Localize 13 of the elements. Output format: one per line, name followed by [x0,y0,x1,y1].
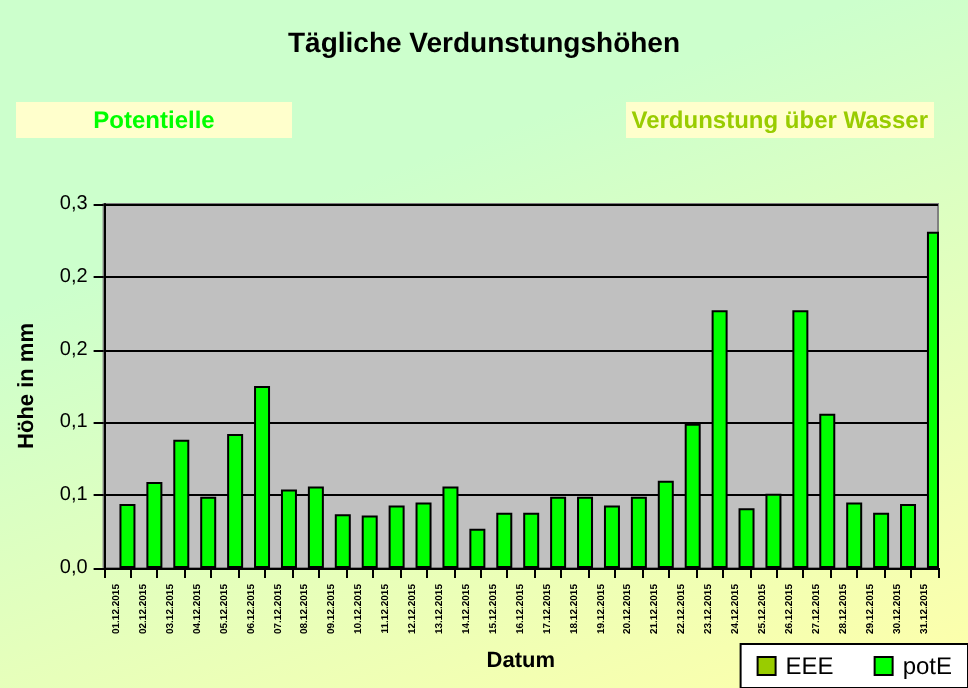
text: Verdunstung über Wasser [625,102,934,138]
y-tick-label: 0,2 [59,338,89,361]
legend-label: potE [902,652,952,680]
y-tick-label: 0,0 [59,557,89,579]
y-axis-title: Höhe in mm [15,322,39,449]
x-axis-title: Datum [486,648,556,673]
y-tick-label: 0,1 [59,484,89,507]
text: Potentielle [16,102,292,138]
chart-title: Tägliche Verdunstungshöhen [287,26,681,58]
y-tick-label: 0,1 [59,411,89,434]
legend-label: EEE [785,652,834,680]
y-tick-label: 0,3 [59,193,89,215]
y-tick-label: 0,2 [59,265,89,288]
